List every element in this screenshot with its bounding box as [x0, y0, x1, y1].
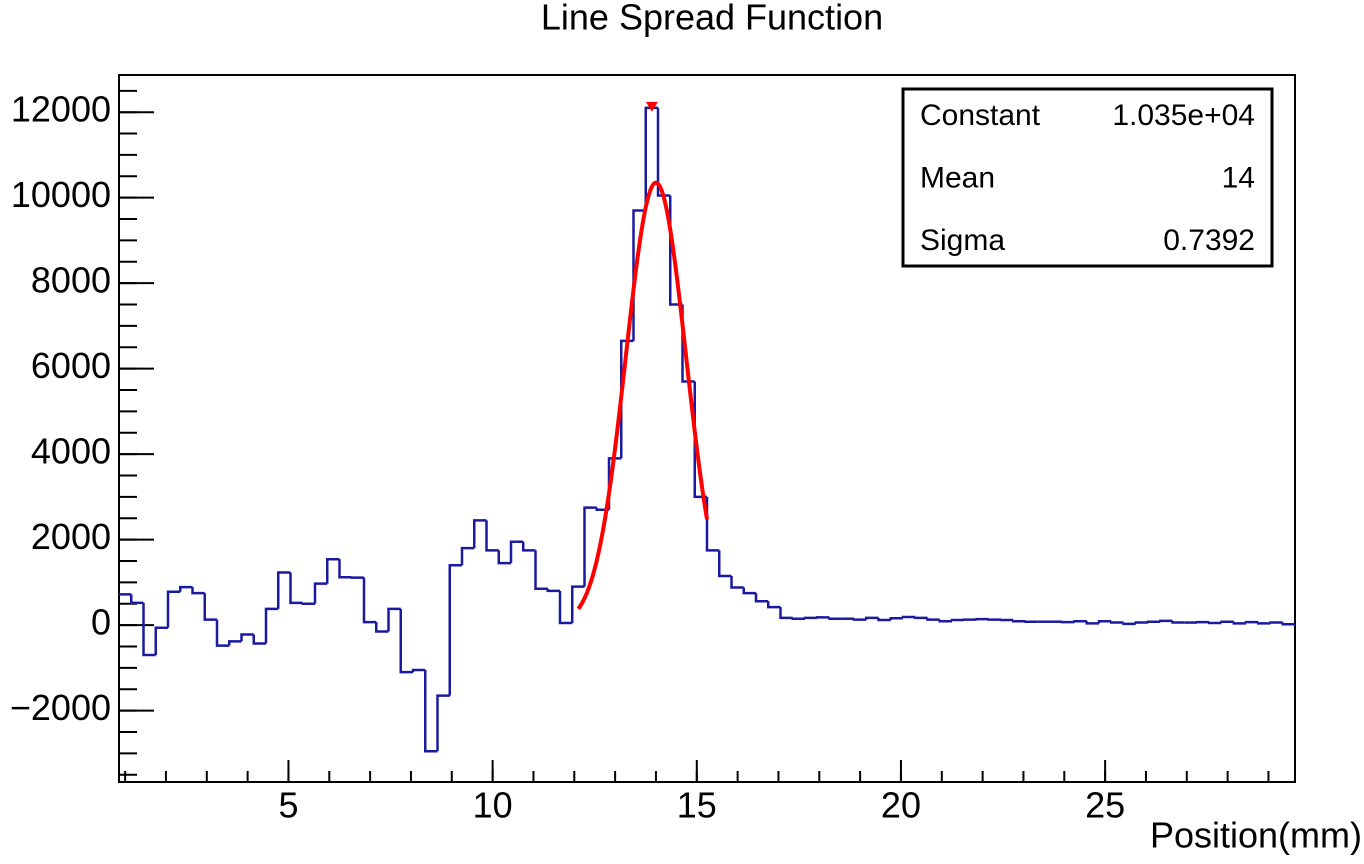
histogram-bin [658, 108, 670, 196]
histogram-bin [511, 542, 523, 563]
histogram-bin [756, 593, 768, 601]
x-tick-label: 25 [1085, 785, 1125, 826]
histogram-bin [560, 591, 572, 623]
histogram-bin [523, 542, 535, 551]
histogram-bin [1283, 623, 1295, 625]
histogram-bin [389, 609, 401, 632]
stats-label: Mean [920, 161, 995, 194]
histogram-bin [1222, 622, 1234, 623]
histogram-bin [915, 617, 927, 618]
histogram-bin [144, 603, 156, 655]
histogram-bin [1087, 621, 1099, 623]
histogram-bin [229, 641, 241, 645]
x-axis-label: Position(mm) [1150, 815, 1362, 856]
histogram-bin [193, 587, 205, 593]
histogram-bin [854, 619, 866, 620]
histogram-bin [928, 618, 940, 620]
histogram-bin [450, 565, 462, 695]
y-tick-label: 12000 [11, 89, 111, 130]
stats-label: Sigma [920, 224, 1005, 257]
histogram-bin [180, 587, 192, 592]
histogram-bin [1173, 621, 1185, 623]
histogram-bin [1111, 621, 1123, 622]
histogram-bin [1013, 620, 1025, 621]
stats-label: Constant [920, 99, 1041, 132]
histogram-bin [707, 497, 719, 550]
histogram-bin [719, 550, 731, 576]
histogram-bin [548, 589, 560, 591]
stats-value: 14 [1222, 161, 1255, 194]
histogram-bin [1209, 622, 1221, 623]
histogram-bin [830, 617, 842, 618]
histogram-bin [462, 548, 474, 565]
histogram-bin [793, 618, 805, 619]
histogram-bin [1160, 621, 1172, 622]
histogram-bin [1124, 623, 1136, 624]
histogram-bin [536, 550, 548, 588]
histogram-bin [340, 559, 352, 577]
histogram-bin [425, 670, 437, 751]
histogram-bin [744, 588, 756, 594]
histogram-bin [952, 620, 964, 621]
histogram-bin [1136, 623, 1148, 624]
histogram-bin [168, 592, 180, 628]
histogram-bin [401, 609, 413, 672]
histogram-bin [156, 628, 168, 655]
histogram-bin [1075, 621, 1087, 622]
histogram-bin [732, 576, 744, 588]
histogram-bin [303, 603, 315, 604]
histogram-bin [781, 607, 793, 618]
histogram-bin [903, 617, 915, 618]
histogram-bin [364, 578, 376, 622]
x-tick-label: 15 [677, 785, 717, 826]
histogram-bin [1148, 622, 1160, 623]
stats-value: 0.7392 [1163, 224, 1255, 257]
histogram-bin [315, 584, 327, 604]
histogram-bin [499, 550, 511, 563]
x-tick-label: 10 [473, 785, 513, 826]
y-tick-label: 6000 [31, 345, 111, 386]
histogram-bin [768, 601, 780, 607]
histogram-bin [266, 609, 278, 644]
histogram-bin [131, 594, 143, 603]
histogram-bin [805, 618, 817, 619]
histogram-bin [278, 573, 290, 609]
x-tick-label: 20 [881, 785, 921, 826]
histogram-bin [254, 635, 266, 644]
histogram-bin [1258, 622, 1270, 623]
histogram-bin [1234, 622, 1246, 624]
histogram-bin [879, 618, 891, 620]
histogram-bin [940, 620, 952, 622]
histogram-bin [327, 559, 339, 583]
stats-value: 1.035e+04 [1112, 99, 1255, 132]
y-tick-label: 8000 [31, 260, 111, 301]
y-tick-label: 10000 [11, 174, 111, 215]
histogram-bin [1246, 622, 1258, 623]
x-tick-label: 5 [278, 785, 298, 826]
histogram-bin [487, 520, 499, 550]
y-tick-label: 2000 [31, 516, 111, 557]
y-tick-label: −2000 [10, 687, 111, 728]
y-tick-label: 0 [91, 602, 111, 643]
chart-title: Line Spread Function [541, 0, 883, 38]
histogram-bin [413, 670, 425, 672]
y-tick-label: 4000 [31, 431, 111, 472]
histogram-bin [1099, 621, 1111, 623]
histogram-bin [376, 622, 388, 631]
histogram-bin [891, 618, 903, 620]
histogram-bin [1271, 623, 1283, 624]
histogram-bin [242, 635, 254, 642]
histogram-bin [205, 593, 217, 620]
histogram-bin [866, 618, 878, 620]
histogram-bin [474, 520, 486, 548]
histogram-bin [291, 573, 303, 603]
fit-curve [578, 183, 707, 609]
histogram-bin [438, 696, 450, 752]
histogram-bin [217, 620, 229, 646]
